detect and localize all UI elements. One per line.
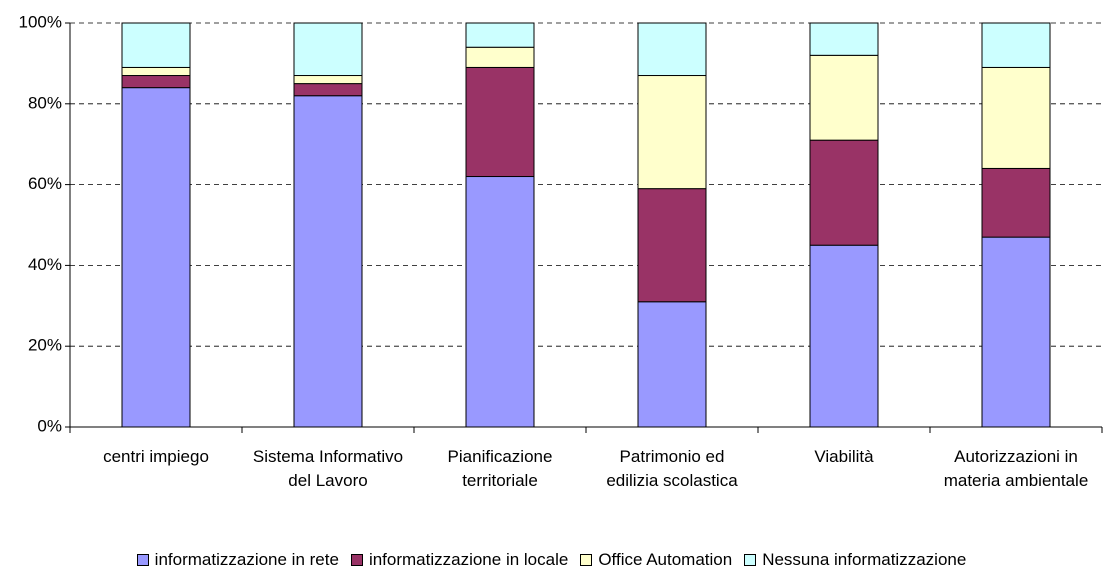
bar-segment: [637, 188, 707, 303]
legend-item: Office Automation: [580, 550, 732, 570]
x-tick-label: Patrimonio ed edilizia scolastica: [606, 447, 738, 490]
x-tick-label: Viabilità: [814, 447, 874, 466]
y-tick-label: 60%: [28, 174, 62, 193]
bar-segment: [293, 22, 363, 77]
bar-segment: [981, 22, 1051, 68]
bar-segment: [981, 167, 1051, 238]
y-tick-label: 20%: [28, 336, 62, 355]
legend-item: Nessuna informatizzazione: [744, 550, 966, 570]
legend-label: Office Automation: [598, 550, 733, 569]
bar-segment: [981, 66, 1051, 169]
legend-label: Nessuna informatizzazione: [762, 550, 967, 569]
x-tick-label: centri impiego: [103, 447, 209, 466]
y-tick-label: 0%: [37, 416, 62, 435]
bar-segment: [293, 83, 363, 97]
legend-item: informatizzazione in locale: [350, 550, 569, 570]
bar-segment: [465, 176, 535, 428]
legend-label: informatizzazione in locale: [368, 550, 569, 569]
bar-segment: [637, 22, 707, 77]
bar-segment: [637, 75, 707, 190]
bar-segment: [121, 87, 191, 428]
bar-segment: [637, 301, 707, 428]
bar-segment: [465, 22, 535, 48]
legend-item: informatizzazione in rete: [136, 550, 339, 570]
bar-segment: [293, 95, 363, 428]
bar-segment: [981, 236, 1051, 428]
bar-segment: [465, 66, 535, 178]
bar-segment: [809, 139, 879, 246]
y-tick-label: 40%: [28, 255, 62, 274]
bar-segment: [809, 54, 879, 141]
y-tick-label: 100%: [19, 12, 62, 31]
legend-label: informatizzazione in rete: [154, 550, 339, 569]
legend-swatch: [136, 554, 149, 566]
x-tick-label: Pianificazione territoriale: [447, 447, 553, 490]
bar-segment: [809, 244, 879, 428]
legend-swatch: [744, 554, 757, 566]
bar-segment: [121, 75, 191, 89]
bar-segment: [809, 22, 879, 56]
bar-segment: [121, 22, 191, 68]
bar-segment: [465, 46, 535, 68]
x-tick-label: Autorizzazioni in materia ambientale: [943, 447, 1089, 490]
legend-swatch: [580, 554, 593, 566]
x-tick-label: Sistema Informativo del Lavoro: [252, 447, 404, 490]
legend: informatizzazione in rete informatizzazio…: [0, 550, 1103, 570]
bar-segment: [293, 75, 363, 85]
bar-segment: [121, 66, 191, 77]
legend-swatch: [350, 554, 363, 566]
y-tick-label: 80%: [28, 93, 62, 112]
